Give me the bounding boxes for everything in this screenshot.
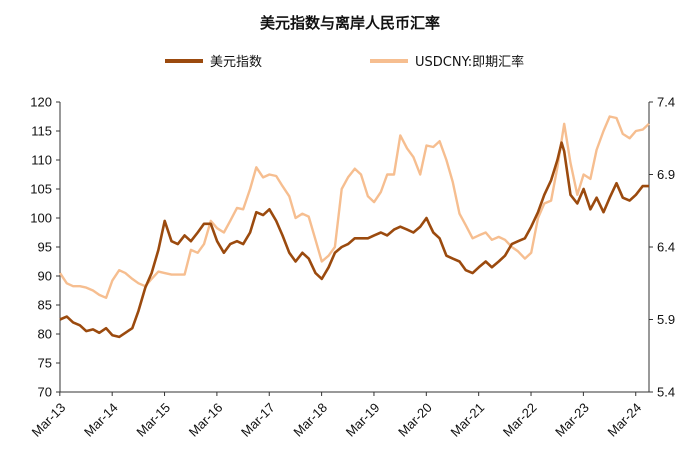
left-tick-label: 105 (30, 182, 52, 197)
left-tick-label: 85 (38, 298, 52, 313)
left-tick-label: 120 (30, 95, 52, 110)
series-line-usdcny (59, 115, 650, 299)
legend-label-usdcny: USDCNY:即期汇率 (415, 54, 524, 70)
x-tick-label: Mar-16 (186, 400, 226, 440)
x-tick-label: Mar-23 (552, 400, 592, 440)
left-tick-label: 90 (38, 269, 52, 284)
x-tick-label: Mar-13 (29, 400, 69, 440)
left-tick-label: 80 (38, 327, 52, 342)
right-tick-label: 7.4 (657, 95, 675, 110)
left-tick-label: 100 (30, 211, 52, 226)
right-tick-label: 5.4 (657, 385, 675, 400)
x-tick-label: Mar-15 (133, 400, 173, 440)
series-layer (59, 115, 650, 339)
left-y-ticks: 70 75 80 85 90 95 100 105 110 115 120 (30, 95, 60, 400)
left-tick-label: 110 (31, 153, 52, 168)
right-tick-label: 6.4 (657, 240, 675, 255)
left-tick-label: 95 (38, 240, 52, 255)
x-tick-label: Mar-24 (605, 400, 645, 440)
series-line-usd-index (59, 141, 649, 339)
x-tick-label: Mar-14 (81, 400, 121, 440)
x-tick-label: Mar-17 (238, 400, 278, 440)
left-tick-label: 115 (31, 124, 52, 139)
left-tick-label: 75 (38, 356, 52, 371)
x-tick-label: Mar-19 (343, 400, 383, 440)
x-tick-label: Mar-20 (395, 400, 435, 440)
x-ticks: Mar-13 Mar-14 Mar-15 Mar-16 Mar-17 Mar-18 Mar-… (29, 392, 645, 440)
right-tick-label: 5.9 (657, 312, 675, 327)
legend: 美元指数 USDCNY:即期汇率 (165, 54, 524, 70)
x-tick-label: Mar-21 (447, 400, 487, 440)
legend-label-usd-index: 美元指数 (210, 55, 262, 70)
chart-title: 美元指数与离岸人民币汇率 (260, 14, 440, 32)
right-tick-label: 6.9 (657, 167, 675, 182)
x-tick-label: Mar-22 (500, 400, 540, 440)
x-tick-label: Mar-18 (290, 400, 330, 440)
left-tick-label: 70 (38, 385, 52, 400)
right-y-ticks: 5.4 5.9 6.4 6.9 7.4 (649, 95, 675, 400)
